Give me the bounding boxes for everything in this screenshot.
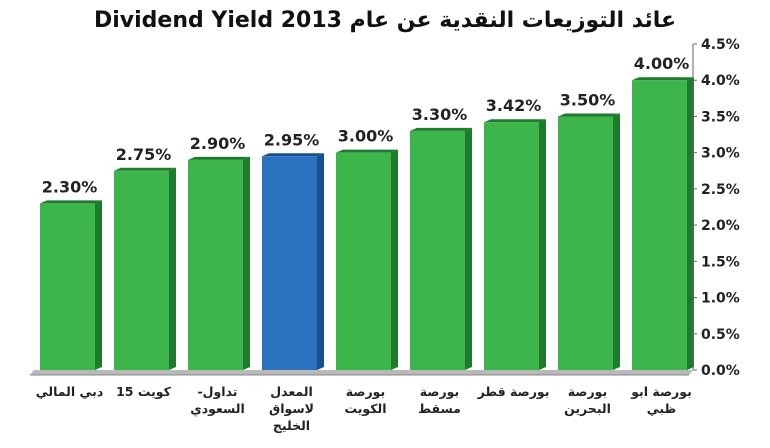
chart-title: Dividend Yield 2013 عائد التوزيعات النقد… — [94, 8, 676, 33]
bar-front — [40, 203, 95, 370]
bar — [558, 113, 620, 370]
bar-top — [188, 156, 250, 160]
bar-front — [632, 80, 687, 370]
bar-front — [188, 159, 243, 370]
category-label: بورصة مسقط — [418, 384, 461, 416]
y-tick-label: 3.5% — [701, 109, 740, 125]
bar-front — [558, 116, 613, 370]
bar-top — [484, 119, 546, 123]
y-tick-label: 1.5% — [701, 254, 740, 270]
bar-front — [114, 170, 169, 370]
category-labels-group: دبي المالي كويت 15 تداول-السعودي المعدل لاسو… — [36, 384, 692, 433]
bars-group — [40, 77, 694, 371]
bar-top — [336, 149, 398, 153]
floor-band — [30, 370, 693, 375]
value-label: 3.42% — [486, 96, 542, 115]
bar — [40, 200, 102, 370]
value-label: 3.00% — [338, 127, 394, 146]
bar — [632, 77, 694, 370]
category-label: بورصة الكويت — [344, 384, 386, 416]
bar-side — [317, 153, 324, 370]
value-label: 4.00% — [634, 54, 690, 73]
category-label: دبي المالي — [36, 384, 104, 399]
bar-side — [539, 119, 546, 371]
category-label: المعدل لاسواق الخليج — [269, 384, 314, 433]
bar — [410, 127, 472, 370]
bar-top — [40, 200, 102, 204]
value-labels-group: 2.30% 2.75% 2.90% 2.95% 3.00% 3.30% 3.42% 3.50%… — [42, 54, 690, 196]
chart-floor — [30, 370, 693, 376]
y-axis: 0.0% 0.5% 1.0% 1.5% 2.0% 2.5% 3.0% 3.5% 4.0% 4.5% — [692, 37, 740, 379]
y-tick-label: 4.5% — [701, 37, 740, 53]
value-label: 3.30% — [412, 105, 468, 124]
bar-top — [558, 113, 620, 117]
y-tick-label: 3.0% — [701, 146, 740, 162]
bar-side — [613, 113, 620, 370]
value-label: 2.90% — [190, 134, 246, 153]
bar — [114, 167, 176, 370]
bar — [262, 153, 324, 370]
bar-top — [632, 77, 694, 81]
value-label: 3.50% — [560, 90, 616, 109]
bar-side — [391, 149, 398, 370]
bar — [188, 156, 250, 370]
bar-top — [262, 153, 324, 157]
y-tick-label: 1.0% — [701, 291, 740, 307]
value-label: 2.75% — [116, 145, 172, 164]
y-tick-label: 0.5% — [701, 327, 740, 343]
y-tick-label: 0.0% — [701, 363, 740, 379]
y-tick-label: 2.0% — [701, 218, 740, 234]
value-label: 2.30% — [42, 177, 98, 196]
bar-front — [410, 130, 465, 370]
y-tick-label: 2.5% — [701, 182, 740, 198]
bar-front — [336, 152, 391, 370]
bar-side — [465, 127, 472, 370]
category-label: كويت 15 — [116, 384, 172, 399]
category-label: بورصة قطر — [477, 384, 550, 399]
category-label: بورصة البحرين — [564, 384, 611, 416]
bar-side — [169, 167, 176, 370]
bar — [336, 149, 398, 370]
category-label: بورصة ابو ظبي — [630, 384, 692, 416]
bar-side — [95, 200, 102, 370]
bar — [484, 119, 546, 371]
bar-side — [687, 77, 694, 370]
category-label: تداول-السعودي — [190, 384, 244, 416]
bar-side — [243, 156, 250, 370]
bar-top — [114, 167, 176, 171]
bar-front — [262, 156, 317, 370]
value-label: 2.95% — [264, 130, 320, 149]
y-tick-label: 4.0% — [701, 73, 740, 89]
bar-top — [410, 127, 472, 131]
bar-front — [484, 122, 539, 371]
